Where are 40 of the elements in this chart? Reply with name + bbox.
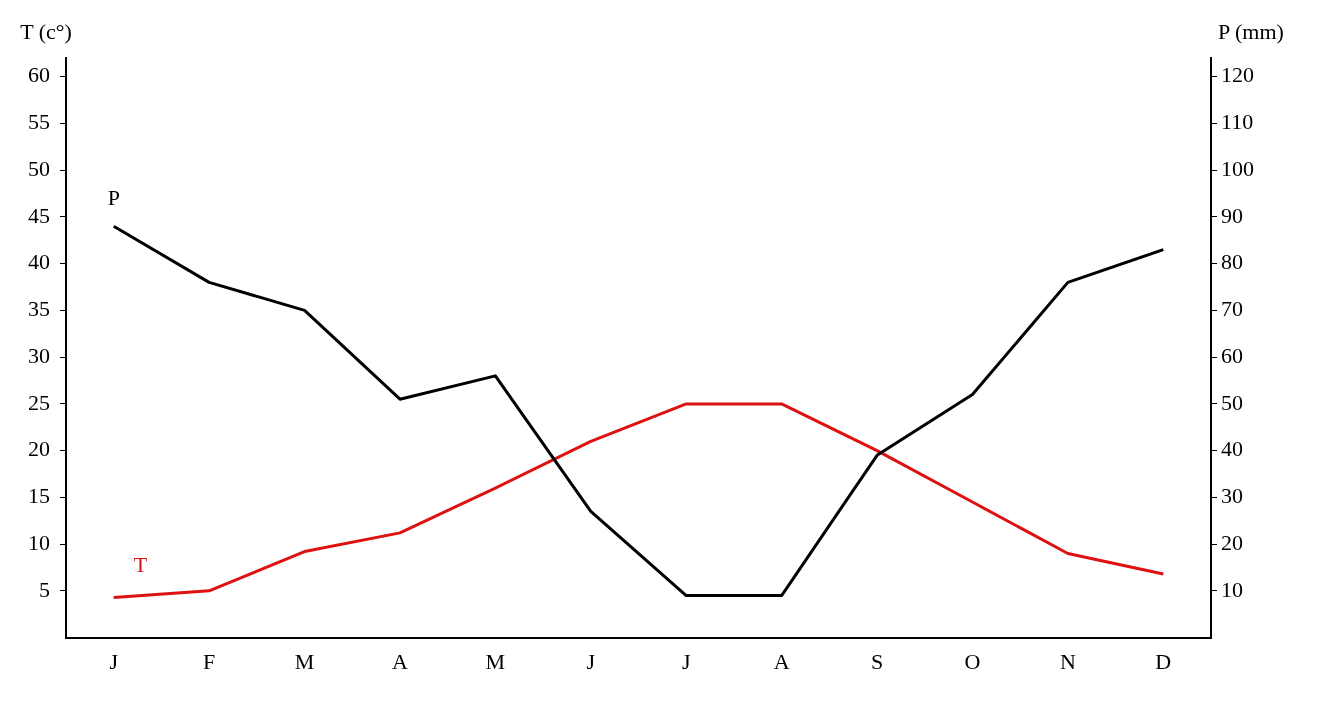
y-tick-label: 30: [28, 342, 50, 368]
y2-tick-label: 90: [1221, 202, 1243, 228]
y2-tick-label: 100: [1221, 155, 1254, 181]
y-tick-label: 50: [28, 155, 50, 181]
x-tick-label: F: [203, 648, 216, 674]
x-tick-label: D: [1155, 648, 1172, 674]
x-tick-label: J: [109, 648, 119, 674]
y-tick-label: 45: [28, 202, 50, 228]
y-tick-label: 55: [28, 109, 50, 135]
y-tick-label: 25: [28, 389, 50, 415]
y2-tick-label: 30: [1221, 483, 1243, 509]
x-tick-label: S: [870, 648, 884, 674]
y2-axis-title: P (mm): [1218, 18, 1284, 44]
y2-tick-label: 60: [1221, 342, 1243, 368]
y2-tick-label: 110: [1221, 109, 1254, 135]
y-tick-label: 20: [28, 436, 50, 462]
y-tick-label: 60: [28, 62, 50, 88]
y2-tick-label: 20: [1221, 529, 1243, 555]
y2-tick-label: 10: [1221, 576, 1243, 602]
x-tick-label: A: [392, 648, 409, 674]
x-tick-label: M: [294, 648, 315, 674]
y-tick-label: 35: [28, 296, 50, 322]
y2-tick-label: 70: [1221, 296, 1243, 322]
x-tick-label: M: [485, 648, 506, 674]
series-label: T: [133, 552, 148, 578]
x-tick-label: O: [964, 648, 981, 674]
x-tick-label: N: [1059, 648, 1076, 674]
y2-tick-label: 50: [1221, 389, 1243, 415]
y-tick-label: 40: [28, 249, 50, 275]
series-label: P: [107, 185, 120, 211]
x-tick-label: J: [586, 648, 596, 674]
y-tick-label: 10: [28, 529, 50, 555]
x-tick-label: J: [681, 648, 691, 674]
y-axis-title: T (c°): [20, 18, 72, 44]
y-tick-label: 5: [39, 576, 50, 602]
y2-tick-label: 120: [1221, 62, 1254, 88]
y-tick-label: 15: [28, 483, 50, 509]
y2-tick-label: 40: [1221, 436, 1243, 462]
y2-tick-label: 80: [1221, 249, 1243, 275]
x-tick-label: A: [773, 648, 790, 674]
